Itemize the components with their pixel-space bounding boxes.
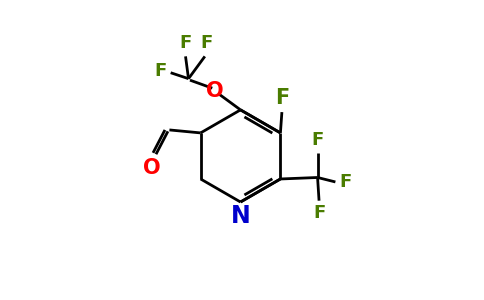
- Text: F: F: [275, 88, 289, 108]
- Text: F: F: [340, 173, 352, 191]
- Text: F: F: [313, 204, 325, 222]
- Text: N: N: [231, 204, 250, 228]
- Text: F: F: [180, 34, 192, 52]
- Text: F: F: [311, 131, 324, 149]
- Text: O: O: [207, 81, 224, 100]
- Text: O: O: [143, 158, 160, 178]
- Text: F: F: [200, 34, 212, 52]
- Text: F: F: [154, 62, 166, 80]
